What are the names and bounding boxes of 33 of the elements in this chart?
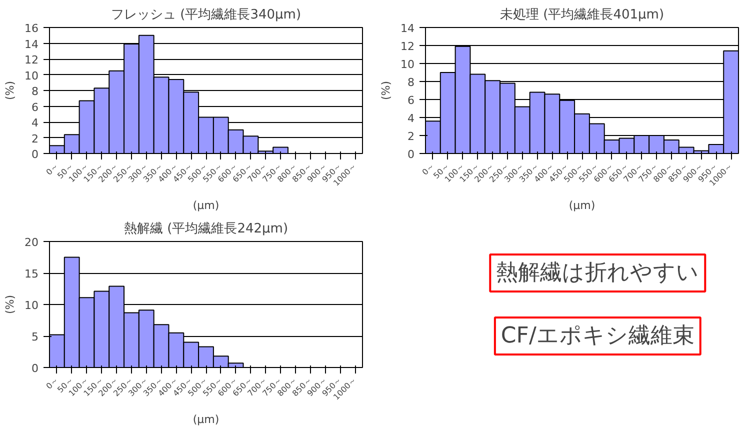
y-tick-label: 10 bbox=[24, 299, 39, 312]
y-tick-label: 6 bbox=[408, 94, 414, 107]
chart-title: フレッシュ (平均繊維長340μm) bbox=[110, 8, 302, 22]
x-axis-title: (μm) bbox=[192, 412, 220, 426]
y-tick-label: 2 bbox=[408, 130, 414, 143]
y-tick-label: 5 bbox=[32, 330, 38, 344]
y-tick-label: 0 bbox=[32, 362, 38, 375]
text: 熱解繊は折れやすい bbox=[496, 260, 700, 286]
x-axis-title: (μm) bbox=[192, 198, 220, 212]
chart-title: 熱解繊 (平均繊維長242μm) bbox=[124, 222, 288, 236]
y-tick-label: 14 bbox=[24, 38, 39, 51]
y-tick-label: 10 bbox=[400, 58, 415, 71]
chart-title: 未処理 (平均繊維長401μm) bbox=[500, 8, 664, 22]
y-tick-label: 4 bbox=[408, 112, 414, 125]
y-axis-title: (%) bbox=[4, 80, 17, 100]
y-tick-label: 20 bbox=[24, 236, 39, 249]
y-tick-label: 2 bbox=[32, 132, 38, 146]
y-tick-label: 8 bbox=[32, 85, 38, 98]
y-axis-title: (%) bbox=[4, 294, 17, 314]
x-axis-title: (μm) bbox=[568, 198, 596, 212]
y-tick-label: 0 bbox=[408, 148, 414, 161]
y-tick-label: 4 bbox=[32, 116, 38, 130]
y-tick-label: 14 bbox=[400, 22, 415, 35]
y-axis-title: (%) bbox=[380, 80, 393, 100]
y-tick-label: 12 bbox=[400, 40, 415, 53]
y-tick-label: 0 bbox=[32, 148, 38, 161]
y-tick-label: 16 bbox=[24, 22, 39, 35]
y-tick-label: 15 bbox=[24, 268, 39, 280]
y-tick-label: 10 bbox=[24, 69, 39, 82]
y-tick-label: 8 bbox=[408, 76, 414, 89]
y-tick-label: 12 bbox=[24, 54, 39, 66]
text: CF/エポキシ繊維束 bbox=[500, 324, 694, 348]
y-tick-label: 6 bbox=[32, 100, 38, 114]
